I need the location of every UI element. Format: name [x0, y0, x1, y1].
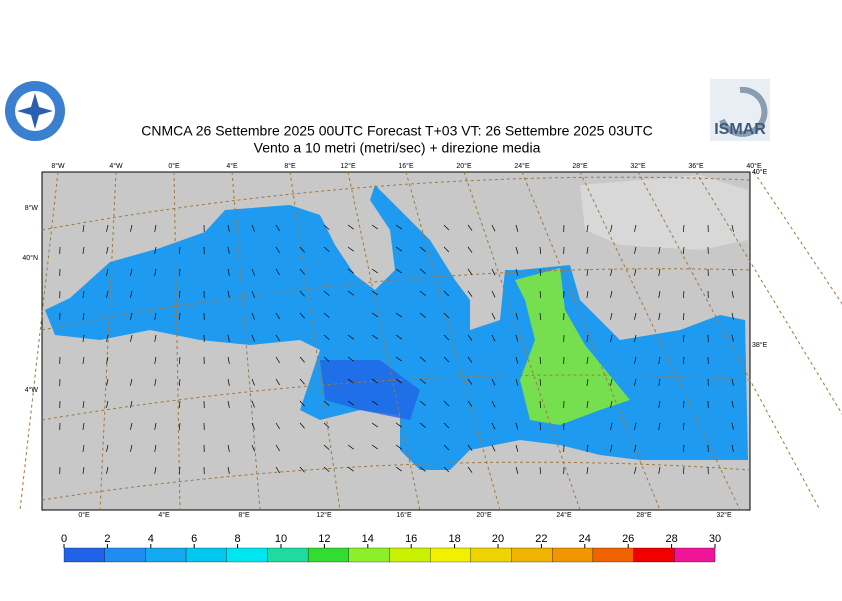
logo-left [5, 81, 65, 141]
colorbar-label: 26 [622, 533, 634, 545]
colorbar-segment [105, 548, 146, 562]
colorbar-label: 16 [405, 533, 417, 545]
colorbar-segment [430, 548, 471, 562]
logo-text: ISMAR [714, 121, 766, 138]
subtitle: Vento a 10 metri (metri/sec) + direzione… [254, 140, 541, 156]
colorbar-segment [552, 548, 593, 562]
colorbar-label: 0 [61, 533, 67, 545]
logo-right: ISMAR [710, 79, 770, 141]
colorbar-segment [145, 548, 186, 562]
top-label: 4°W [109, 162, 123, 170]
bottom-label: 8°E [238, 511, 250, 519]
colorbar-segment [64, 548, 105, 562]
title: CNMCA 26 Settembre 2025 00UTC Forecast T… [141, 123, 652, 139]
colorbar-label: 20 [492, 533, 504, 545]
colorbar-segment [267, 548, 308, 562]
colorbar-segment [308, 548, 349, 562]
bottom-label: 32°E [716, 511, 732, 519]
colorbar-label: 30 [709, 533, 721, 545]
colorbar-label: 24 [579, 533, 591, 545]
colorbar-segment [349, 548, 390, 562]
bottom-label: 16°E [396, 511, 412, 519]
colorbar-segment [512, 548, 553, 562]
colorbar-segment [227, 548, 268, 562]
bottom-label: 12°E [316, 511, 332, 519]
right-label: 38°E [752, 341, 768, 349]
bottom-label: 20°E [476, 511, 492, 519]
colorbar-segment [186, 548, 227, 562]
colorbar-label: 14 [362, 533, 374, 545]
bottom-label: 24°E [556, 511, 572, 519]
colorbar-label: 12 [318, 533, 330, 545]
colorbar-segment [634, 548, 675, 562]
bottom-label: 0°E [78, 511, 90, 519]
bottom-label: 4°E [158, 511, 170, 519]
colorbar-label: 8 [235, 533, 241, 545]
top-label: 32°E [630, 162, 646, 170]
colorbar-label: 10 [275, 533, 287, 545]
top-label: 12°E [340, 162, 356, 170]
bottom-label: 28°E [636, 511, 652, 519]
colorbar-label: 4 [148, 533, 154, 545]
colorbar-label: 28 [665, 533, 677, 545]
top-label: 28°E [572, 162, 588, 170]
map [20, 172, 842, 510]
right-label: 40°E [752, 168, 768, 176]
top-label: 16°E [398, 162, 414, 170]
colorbar-label: 18 [448, 533, 460, 545]
left-label: 40°N [22, 254, 38, 262]
top-label: 8°E [284, 162, 296, 170]
colorbar-segment [674, 548, 715, 562]
top-label: 36°E [688, 162, 704, 170]
colorbar-label: 22 [535, 533, 547, 545]
top-label: 0°E [168, 162, 180, 170]
colorbar-segment [593, 548, 634, 562]
colorbar-label: 6 [191, 533, 197, 545]
colorbar-label: 2 [104, 533, 110, 545]
left-label: 4°W [25, 386, 39, 394]
left-label: 8°W [25, 204, 39, 212]
top-label: 24°E [514, 162, 530, 170]
colorbar-segment [471, 548, 512, 562]
top-label: 20°E [456, 162, 472, 170]
top-label: 4°E [226, 162, 238, 170]
top-label: 8°W [51, 162, 65, 170]
colorbar-segment [390, 548, 431, 562]
